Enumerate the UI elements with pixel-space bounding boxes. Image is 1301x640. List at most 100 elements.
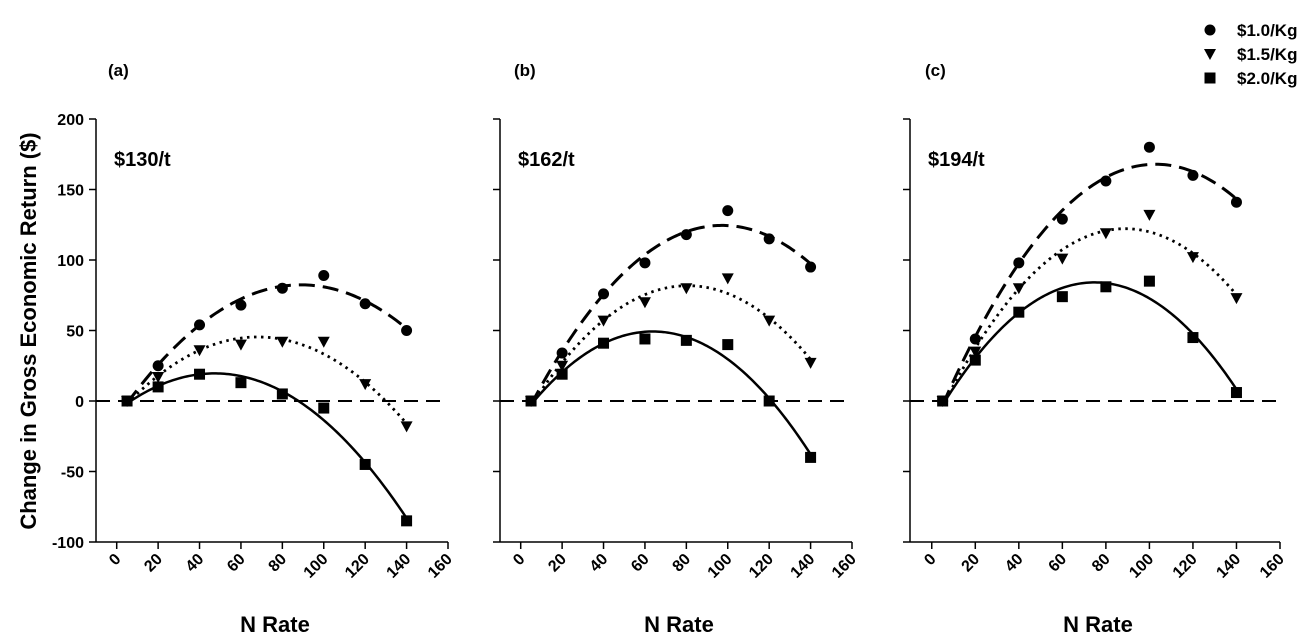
data-point-series-3 bbox=[276, 388, 288, 400]
panel-c: 0 20 40 60 80 100 120 140 160 (c) $194/t N Rate bbox=[903, 61, 1288, 637]
x-tick-label: 80 bbox=[1089, 551, 1114, 576]
x-tick-label: 160 bbox=[829, 551, 860, 582]
data-point-series-3 bbox=[1100, 281, 1112, 293]
legend-marker-triangle bbox=[1204, 49, 1216, 60]
x-tick-label: 160 bbox=[425, 551, 456, 582]
data-point-series-3 bbox=[121, 395, 133, 407]
y-tick-label: -100 bbox=[52, 535, 84, 552]
fit-curve-series-1 bbox=[529, 223, 812, 406]
y-tick-label: 100 bbox=[57, 253, 84, 270]
x-tick-label: 20 bbox=[959, 551, 984, 576]
panel-annotation: $194/t bbox=[928, 149, 985, 171]
data-point-series-1 bbox=[235, 299, 247, 311]
data-point-series-1 bbox=[194, 319, 206, 331]
data-point-series-1 bbox=[805, 261, 817, 273]
data-point-series-2 bbox=[152, 372, 165, 384]
panel-annotation: $162/t bbox=[518, 149, 575, 171]
data-point-series-3 bbox=[1230, 387, 1242, 399]
data-point-series-3 bbox=[359, 458, 371, 470]
panel-a: -100 -50 0 50 100 150 200 0 20 40 60 80 100 120 140 160… bbox=[52, 61, 456, 637]
x-tick-label: 100 bbox=[301, 551, 332, 582]
x-tick-label: 20 bbox=[141, 551, 166, 576]
x-tick-label: 60 bbox=[1046, 551, 1071, 576]
panel-label: (b) bbox=[514, 61, 536, 80]
x-tick-label: 0 bbox=[106, 551, 124, 569]
x-tick-label: 60 bbox=[628, 551, 653, 576]
data-point-series-3 bbox=[556, 368, 568, 380]
data-point-series-2 bbox=[1056, 253, 1069, 265]
data-point-series-2 bbox=[638, 297, 651, 309]
data-point-series-2 bbox=[597, 315, 610, 327]
y-axis-title: Change in Gross Economic Return ($) bbox=[16, 132, 41, 529]
data-point-series-3 bbox=[722, 339, 734, 351]
data-point-series-2 bbox=[193, 345, 206, 357]
data-point-series-1 bbox=[1230, 196, 1242, 208]
x-tick-label: 140 bbox=[1213, 551, 1244, 582]
data-point-series-2 bbox=[556, 360, 569, 372]
data-point-series-2 bbox=[721, 273, 734, 285]
x-axis-title: N Rate bbox=[644, 612, 714, 637]
x-tick-label: 100 bbox=[1126, 551, 1157, 582]
data-point-series-3 bbox=[401, 515, 413, 527]
data-point-series-3 bbox=[969, 354, 981, 366]
data-point-series-1 bbox=[1056, 213, 1068, 225]
x-tick-label: 80 bbox=[670, 551, 695, 576]
legend-label-1: $1.0/Kg N bbox=[1237, 21, 1301, 40]
data-point-series-3 bbox=[318, 402, 330, 414]
data-point-series-2 bbox=[359, 379, 372, 391]
panel-label: (a) bbox=[108, 61, 129, 80]
data-point-series-3 bbox=[805, 451, 817, 463]
y-tick-label: 0 bbox=[75, 394, 84, 411]
data-point-series-3 bbox=[1013, 306, 1025, 318]
data-point-series-1 bbox=[598, 288, 610, 300]
data-point-series-1 bbox=[1143, 141, 1155, 153]
data-point-series-1 bbox=[318, 270, 330, 282]
data-point-series-1 bbox=[276, 282, 288, 294]
data-point-series-2 bbox=[1186, 252, 1199, 264]
fit-curve-series-3 bbox=[126, 372, 408, 519]
fit-curve-series-3 bbox=[941, 281, 1238, 406]
y-tick-label: 50 bbox=[66, 324, 84, 341]
data-point-series-3 bbox=[680, 334, 692, 346]
x-tick-label: 100 bbox=[705, 551, 736, 582]
panel-b: 0 20 40 60 80 100 120 140 160 (b) $162/t N Rate bbox=[493, 61, 860, 637]
x-tick-label: 0 bbox=[510, 551, 528, 569]
data-point-series-1 bbox=[1013, 257, 1025, 269]
data-point-series-2 bbox=[763, 315, 776, 327]
data-point-series-1 bbox=[680, 229, 692, 241]
y-tick-label: -50 bbox=[61, 465, 84, 482]
fit-curve-series-1 bbox=[125, 283, 408, 405]
data-point-series-1 bbox=[556, 347, 568, 359]
legend-marker-square bbox=[1204, 72, 1216, 84]
x-tick-label: 0 bbox=[921, 551, 939, 569]
x-tick-label: 140 bbox=[384, 551, 415, 582]
data-point-series-2 bbox=[1099, 228, 1112, 240]
x-tick-label: 120 bbox=[342, 551, 373, 582]
panel-label: (c) bbox=[925, 61, 946, 80]
data-point-series-2 bbox=[276, 336, 289, 348]
panel-annotation: $130/t bbox=[114, 149, 171, 171]
data-point-series-2 bbox=[969, 346, 982, 358]
y-tick-label: 150 bbox=[57, 183, 84, 200]
legend-label-3: $2.0/Kg N bbox=[1237, 69, 1301, 88]
data-point-series-3 bbox=[152, 381, 164, 393]
data-point-series-1 bbox=[152, 360, 164, 372]
data-point-series-3 bbox=[1143, 275, 1155, 287]
x-tick-label: 120 bbox=[746, 551, 777, 582]
data-point-series-1 bbox=[763, 233, 775, 245]
data-point-series-1 bbox=[969, 333, 981, 345]
x-tick-label: 40 bbox=[587, 551, 612, 576]
data-point-series-3 bbox=[639, 333, 651, 345]
x-axis-title: N Rate bbox=[240, 612, 310, 637]
x-tick-label: 40 bbox=[183, 551, 208, 576]
data-point-series-1 bbox=[639, 257, 651, 269]
legend: $1.0/Kg N $1.5/Kg N $2.0/Kg N bbox=[1204, 21, 1301, 88]
data-point-series-2 bbox=[317, 336, 330, 348]
x-tick-label: 120 bbox=[1170, 551, 1201, 582]
x-tick-label: 60 bbox=[224, 551, 249, 576]
data-point-series-3 bbox=[937, 395, 949, 407]
data-point-series-3 bbox=[763, 395, 775, 407]
data-point-series-2 bbox=[400, 421, 413, 433]
x-tick-label: 40 bbox=[1002, 551, 1027, 576]
data-point-series-1 bbox=[359, 298, 371, 310]
